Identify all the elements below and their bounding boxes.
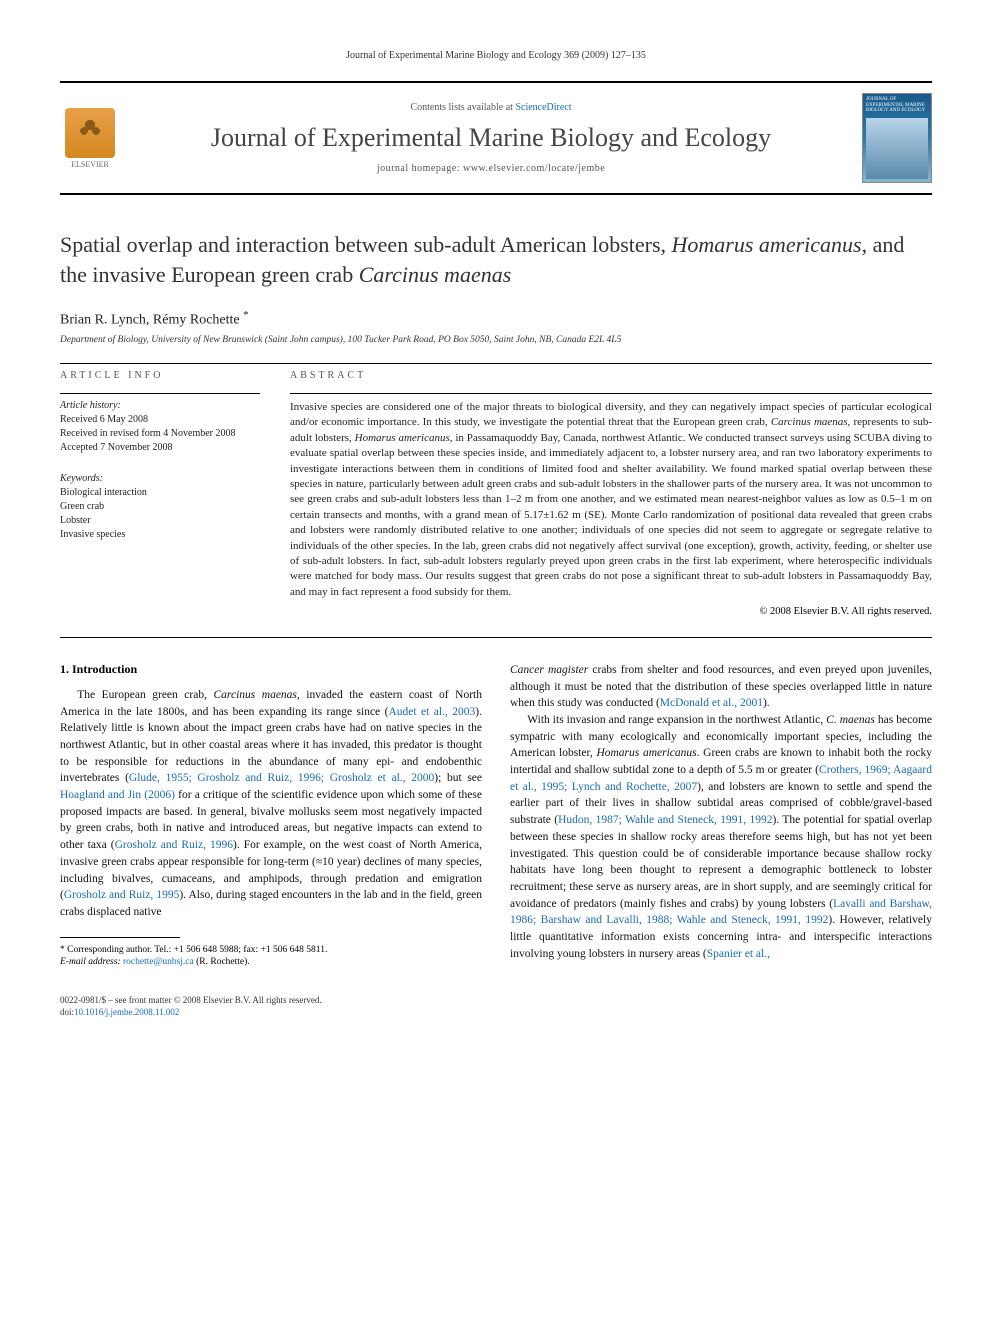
intro-text-right: Cancer magister crabs from shelter and f… [510,662,932,962]
footer-front-matter: 0022-0981/$ – see front matter © 2008 El… [60,995,932,1007]
sciencedirect-link[interactable]: ScienceDirect [515,102,571,113]
text-run: With its invasion and range expansion in… [527,714,826,726]
journal-homepage: journal homepage: www.elsevier.com/locat… [135,163,847,174]
citation-link[interactable]: Spanier et al., [707,948,770,960]
text-run: ); but see [434,772,482,784]
abstract-column: ABSTRACT Invasive species are considered… [290,370,932,617]
text-run: The European green crab, [77,689,213,701]
text-run: C. maenas [826,714,875,726]
text-run: , in Passamaquoddy Bay, Canada, northwes… [290,432,932,598]
corresponding-email-link[interactable]: rochette@unbsj.ca [123,957,194,967]
elsevier-label: ELSEVIER [71,160,109,169]
keyword: Biological interaction [60,486,260,500]
citation-link[interactable]: Hoagland and Jin (2006) [60,789,175,801]
article-info-label: ARTICLE INFO [60,370,260,381]
text-run: Spatial overlap and interaction between … [60,232,672,257]
history-received: Received 6 May 2008 [60,413,260,427]
abstract-text: Invasive species are considered one of t… [290,400,932,600]
footer-block: 0022-0981/$ – see front matter © 2008 El… [60,995,932,1018]
article-info-column: ARTICLE INFO Article history: Received 6… [60,370,260,617]
abstract-copyright: © 2008 Elsevier B.V. All rights reserved… [290,606,932,617]
article-title: Spatial overlap and interaction between … [60,230,932,289]
email-who: (R. Rochette). [196,957,250,967]
authors-names: Brian R. Lynch, Rémy Rochette [60,313,240,328]
text-run: ). The potential for spatial overlap bet… [510,814,932,909]
citation-link[interactable]: Grosholz and Ruiz, 1995 [64,889,180,901]
text-run: ). [763,697,770,709]
text-run: Carcinus maenas [214,689,297,701]
authors-line: Brian R. Lynch, Rémy Rochette * [60,309,932,329]
keyword: Green crab [60,500,260,514]
contents-list-line: Contents lists available at ScienceDirec… [135,102,847,113]
history-revised: Received in revised form 4 November 2008 [60,427,260,441]
journal-cover-thumbnail: JOURNAL OF EXPERIMENTAL MARINE BIOLOGY A… [862,93,932,183]
corr-author-line: * Corresponding author. Tel.: +1 506 648… [60,944,482,957]
email-label: E-mail address: [60,957,121,967]
citation-link[interactable]: Audet et al., 2003 [388,706,475,718]
body-column-right: Cancer magister crabs from shelter and f… [510,662,932,969]
cover-title: JOURNAL OF EXPERIMENTAL MARINE BIOLOGY A… [866,97,928,114]
cover-image-icon [866,118,928,180]
homepage-url: www.elsevier.com/locate/jembe [463,163,605,174]
corresponding-footnote: * Corresponding author. Tel.: +1 506 648… [60,944,482,970]
affiliation: Department of Biology, University of New… [60,335,932,345]
info-divider-1 [60,393,260,394]
text-run: Homarus americanus [355,432,450,444]
elsevier-tree-icon [65,108,115,158]
text-run: Cancer magister [510,664,588,676]
history-heading: Article history: [60,400,260,411]
citation-link[interactable]: Glude, 1955; Grosholz and Ruiz, 1996; Gr… [129,772,434,784]
lists-prefix: Contents lists available at [410,102,515,113]
intro-heading: 1. Introduction [60,662,482,677]
footnote-divider [60,937,180,938]
keyword: Lobster [60,514,260,528]
citation-link[interactable]: Hudon, 1987; Wahle and Steneck, 1991, 19… [558,814,772,826]
text-run: Homarus americanus [672,232,862,257]
history-accepted: Accepted 7 November 2008 [60,441,260,455]
text-run: Carcinus maenas [771,416,848,428]
divider-after-abstract [60,637,932,638]
abstract-label: ABSTRACT [290,370,932,381]
body-two-column: 1. Introduction The European green crab,… [60,662,932,969]
doi-link[interactable]: 10.1016/j.jembe.2008.11.002 [74,1007,179,1017]
journal-masthead: ELSEVIER Contents lists available at Sci… [60,81,932,195]
text-run: Homarus americanus [596,747,696,759]
text-run: Carcinus maenas [359,262,512,287]
body-column-left: 1. Introduction The European green crab,… [60,662,482,969]
intro-text-left: The European green crab, Carcinus maenas… [60,687,482,920]
doi-label: doi: [60,1007,74,1017]
corresponding-marker: * [243,309,249,321]
keywords-heading: Keywords: [60,473,260,484]
running-header: Journal of Experimental Marine Biology a… [60,50,932,61]
elsevier-logo: ELSEVIER [60,106,120,171]
homepage-prefix: journal homepage: [377,163,463,174]
citation-link[interactable]: Grosholz and Ruiz, 1996 [115,839,233,851]
citation-link[interactable]: McDonald et al., 2001 [660,697,763,709]
keyword: Invasive species [60,528,260,542]
divider-top [60,363,932,364]
journal-name: Journal of Experimental Marine Biology a… [135,123,847,153]
abstract-divider [290,393,932,394]
